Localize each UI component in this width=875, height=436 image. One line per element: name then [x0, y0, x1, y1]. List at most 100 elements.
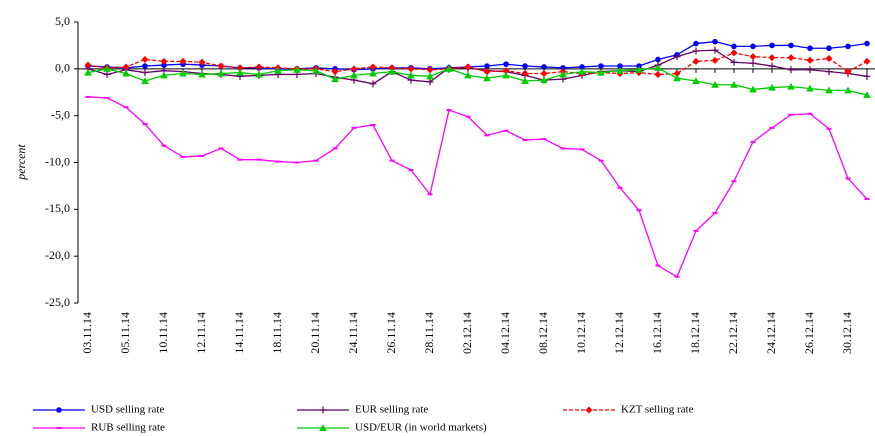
series-marker	[331, 75, 339, 83]
series-marker	[426, 66, 434, 74]
series-marker	[750, 43, 756, 50]
legend-label: USD/EUR (in world markets)	[355, 422, 487, 434]
legend-label: EUR selling rate	[355, 404, 428, 416]
series-marker	[806, 84, 814, 92]
series-marker	[312, 66, 320, 74]
series-marker	[845, 43, 851, 50]
y-tick-label: -20,0	[45, 248, 70, 262]
series-marker	[768, 83, 776, 91]
series-marker	[180, 155, 186, 158]
y-tick-label: 5,0	[55, 14, 70, 28]
y-tick-label: -25,0	[45, 295, 70, 309]
series-marker	[635, 65, 643, 73]
x-tick-label: 28.11.14	[422, 312, 436, 354]
series-marker	[807, 112, 813, 115]
series-marker	[825, 55, 833, 63]
series-marker	[465, 115, 471, 118]
series-marker	[141, 77, 149, 85]
series-marker	[198, 70, 206, 78]
series-marker	[256, 158, 262, 161]
series-marker	[711, 46, 719, 54]
series-line	[87, 52, 868, 76]
series-marker	[863, 72, 871, 80]
series-marker	[844, 86, 852, 94]
series-marker	[275, 160, 281, 163]
series-marker	[160, 57, 168, 65]
series-marker	[864, 40, 870, 47]
series-marker	[730, 49, 738, 57]
series-marker	[864, 198, 870, 201]
series-marker	[826, 45, 832, 52]
series-marker	[673, 53, 681, 61]
legend-label: KZT selling rate	[621, 404, 694, 416]
y-tick-label: -10,0	[45, 154, 70, 168]
series-marker	[122, 69, 130, 77]
series-marker	[768, 62, 776, 70]
x-tick-label: 12.12.14	[612, 312, 626, 354]
series-marker	[236, 64, 244, 72]
series-marker	[350, 65, 358, 73]
series-marker	[825, 86, 833, 94]
series-marker	[464, 63, 472, 71]
series-marker	[617, 63, 623, 69]
series-marker	[141, 69, 149, 77]
x-tick-label: 02.12.14	[460, 312, 474, 354]
series-marker	[769, 42, 775, 49]
series-marker	[199, 154, 205, 157]
series-marker	[369, 63, 377, 71]
series-marker	[236, 68, 244, 76]
series-marker	[711, 80, 719, 88]
series-marker	[369, 69, 377, 77]
legend-marker	[56, 407, 62, 413]
series-marker	[673, 74, 681, 82]
series-marker	[750, 140, 756, 143]
series-marker	[560, 65, 566, 71]
y-axis-label: percent	[14, 144, 28, 181]
series-marker	[579, 64, 585, 70]
legend-marker	[56, 427, 62, 429]
series-marker	[522, 139, 528, 142]
series-marker	[787, 54, 795, 62]
series-marker	[85, 95, 91, 98]
series-marker	[540, 76, 548, 84]
series-marker	[579, 148, 585, 151]
series-marker	[217, 62, 225, 70]
x-tick-label: 30.12.14	[840, 312, 854, 354]
series-marker	[84, 61, 92, 69]
series-marker	[654, 64, 662, 71]
series-marker	[369, 80, 377, 88]
series-marker	[350, 71, 358, 79]
series-marker	[370, 124, 376, 127]
series-marker	[84, 68, 92, 76]
series-marker	[388, 67, 396, 75]
series-marker	[560, 147, 566, 150]
series-marker	[806, 66, 814, 74]
x-tick-label: 24.11.14	[346, 312, 360, 354]
x-tick-label: 04.12.14	[498, 312, 512, 354]
series-marker	[559, 70, 567, 78]
series-marker	[749, 85, 757, 93]
series-marker	[255, 70, 263, 78]
series-marker	[693, 229, 699, 232]
series-marker	[122, 63, 130, 71]
series-marker	[863, 57, 871, 65]
series-marker	[484, 134, 490, 137]
series-marker	[123, 106, 129, 109]
series-marker	[331, 68, 339, 76]
x-tick-label: 14.11.14	[232, 312, 246, 354]
series-marker	[313, 159, 319, 162]
series-marker	[711, 56, 719, 64]
series-marker	[844, 68, 852, 76]
series-marker	[217, 69, 225, 77]
series-marker	[731, 180, 737, 183]
series-marker	[693, 40, 699, 47]
legend-marker	[319, 406, 327, 414]
x-tick-label: 10.12.14	[574, 312, 588, 354]
series-marker	[503, 61, 509, 67]
series-marker	[332, 147, 338, 150]
series-marker	[426, 72, 434, 80]
series-marker	[142, 63, 148, 69]
series-marker	[161, 144, 167, 147]
series-marker	[255, 63, 263, 71]
